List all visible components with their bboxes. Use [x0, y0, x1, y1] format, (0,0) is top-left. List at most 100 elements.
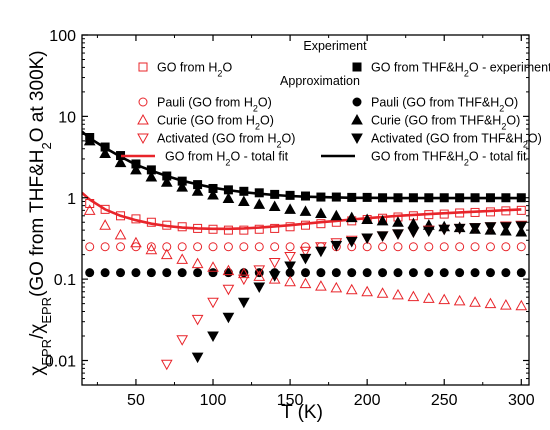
legend-label: Pauli (GO from THF&H2O) [371, 96, 518, 114]
data-point [330, 209, 343, 221]
data-point [193, 268, 203, 278]
legend-swatch [351, 113, 363, 125]
data-point [301, 191, 310, 201]
legend-label: Curie (GO from THF&H2O) [371, 114, 520, 132]
data-point [191, 185, 204, 196]
data-point [345, 283, 358, 295]
data-point [208, 242, 218, 252]
data-point [207, 297, 219, 309]
data-point [191, 257, 204, 269]
data-point [270, 242, 280, 252]
data-point [268, 258, 281, 269]
data-point [485, 242, 495, 252]
series-activated-go-from-thf-h2o [191, 221, 528, 364]
data-point [331, 268, 341, 278]
data-point [222, 192, 235, 203]
data-point [455, 242, 465, 252]
data-point [116, 268, 126, 278]
data-point [315, 246, 327, 258]
data-point [469, 223, 481, 234]
legend-item-go-from-thf-h2o-total-fit: GO from THF&H2O - total fit [321, 150, 527, 168]
data-point [116, 211, 126, 221]
data-point [516, 205, 526, 215]
data-point [100, 268, 110, 278]
data-point [453, 223, 466, 235]
legend-swatch [137, 133, 149, 145]
x-tick-label: 50 [127, 392, 145, 409]
data-point [361, 233, 374, 245]
data-point [439, 209, 449, 219]
series-pauli-go-from-h2o [85, 242, 526, 252]
data-point [439, 242, 449, 252]
data-point [362, 268, 372, 278]
data-point [392, 229, 404, 240]
data-point [239, 242, 249, 252]
data-point [424, 242, 434, 252]
data-point [393, 193, 403, 203]
data-point [347, 192, 357, 202]
data-point [470, 268, 480, 278]
data-point [160, 248, 173, 260]
data-point [207, 189, 219, 200]
data-point [378, 268, 388, 278]
data-point [239, 186, 249, 196]
data-point [176, 335, 189, 346]
data-point [253, 265, 266, 276]
legend-swatch [352, 62, 362, 72]
x-tick-label: 100 [200, 392, 227, 409]
data-point [422, 226, 435, 238]
y-tick-label: 1 [67, 191, 76, 208]
data-point [469, 296, 481, 307]
data-point [208, 268, 218, 278]
data-point [299, 277, 312, 289]
data-point [193, 223, 203, 233]
data-point [453, 294, 466, 306]
data-point [376, 287, 389, 298]
data-point [223, 242, 233, 252]
data-point [299, 205, 312, 216]
data-point [146, 268, 156, 278]
data-point [160, 359, 173, 371]
data-point [330, 281, 343, 293]
data-point [378, 193, 388, 203]
data-point [424, 193, 434, 203]
data-point [438, 224, 451, 236]
axes: 50 100 150 200 250 300 0.01 0.1 1 10 100 [45, 28, 535, 409]
legend-swatch [137, 113, 149, 125]
data-point [284, 261, 296, 273]
data-point [301, 242, 310, 252]
data-point [424, 210, 434, 220]
data-point [268, 200, 281, 212]
x-axis-title: T (K) [281, 402, 323, 423]
legend-item-go-from-h2o-total-fit: GO from H2O - total fit [121, 150, 289, 168]
data-point [83, 204, 96, 215]
data-point [145, 170, 158, 182]
data-point [131, 268, 141, 278]
legend-item-pauli-go-from-h2o: Pauli (GO from H2O) [138, 96, 272, 114]
data-point [222, 284, 235, 296]
data-point [470, 242, 480, 252]
data-point [222, 312, 235, 324]
y-tick-label: 10 [58, 109, 76, 126]
series-curie-go-from-h2o [83, 204, 528, 311]
legend-item-pauli-go-from-thf-h2o: Pauli (GO from THF&H2O) [352, 96, 518, 114]
legend-item-go-from-h2o: GO from H2O [138, 61, 232, 79]
data-point [145, 243, 158, 255]
x-tick-label: 250 [431, 392, 458, 409]
data-point [455, 193, 465, 203]
data-point [146, 217, 156, 227]
legend-label: Pauli (GO from H2O) [157, 96, 272, 114]
data-point [408, 193, 418, 203]
data-point [500, 299, 512, 310]
data-point [501, 193, 511, 203]
legend-label: GO from H2O - total fit [165, 150, 289, 168]
x-tick-label: 300 [508, 392, 535, 409]
data-point [285, 190, 295, 200]
data-point [83, 134, 96, 146]
legend-header-experiment: Experiment [303, 39, 367, 53]
data-point [284, 203, 296, 214]
data-point [284, 251, 296, 263]
data-point [99, 219, 111, 230]
data-point [162, 242, 172, 252]
data-point [237, 195, 250, 206]
